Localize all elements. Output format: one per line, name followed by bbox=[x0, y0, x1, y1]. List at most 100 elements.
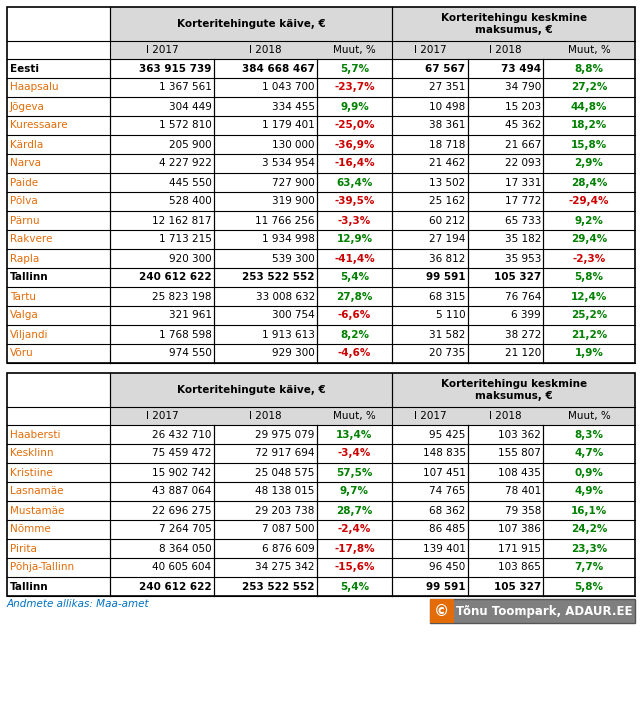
Text: 539 300: 539 300 bbox=[272, 254, 315, 263]
Text: 10 498: 10 498 bbox=[429, 101, 465, 111]
Bar bbox=[110, 7, 392, 41]
Text: -4,6%: -4,6% bbox=[338, 348, 371, 359]
Text: 528 400: 528 400 bbox=[169, 197, 212, 207]
Text: Põlva: Põlva bbox=[10, 197, 38, 207]
Text: Rakvere: Rakvere bbox=[10, 234, 53, 244]
Bar bbox=[110, 407, 392, 425]
Text: 3 534 954: 3 534 954 bbox=[262, 158, 315, 168]
Text: Pärnu: Pärnu bbox=[10, 215, 40, 226]
Text: 727 900: 727 900 bbox=[272, 178, 315, 187]
Text: 1 913 613: 1 913 613 bbox=[262, 330, 315, 340]
Text: 74 765: 74 765 bbox=[429, 487, 465, 497]
Bar bbox=[392, 407, 635, 425]
Text: 18 718: 18 718 bbox=[429, 140, 465, 150]
Text: Pirita: Pirita bbox=[10, 544, 37, 554]
Text: 99 591: 99 591 bbox=[426, 581, 465, 591]
Text: -15,6%: -15,6% bbox=[334, 562, 375, 573]
Text: 300 754: 300 754 bbox=[272, 310, 315, 320]
Text: Eesti: Eesti bbox=[10, 64, 39, 74]
Bar bbox=[7, 373, 635, 596]
Text: Muut, %: Muut, % bbox=[568, 45, 611, 55]
Text: 1 934 998: 1 934 998 bbox=[262, 234, 315, 244]
Text: Korteritehingu keskmine
maksumus, €: Korteritehingu keskmine maksumus, € bbox=[440, 13, 587, 35]
Text: 384 668 467: 384 668 467 bbox=[242, 64, 315, 74]
Text: 34 275 342: 34 275 342 bbox=[256, 562, 315, 573]
Text: 304 449: 304 449 bbox=[169, 101, 212, 111]
Text: 240 612 622: 240 612 622 bbox=[139, 581, 212, 591]
Text: 920 300: 920 300 bbox=[169, 254, 212, 263]
Text: 1 179 401: 1 179 401 bbox=[262, 121, 315, 130]
Text: 35 182: 35 182 bbox=[505, 234, 541, 244]
Text: 5,7%: 5,7% bbox=[340, 64, 369, 74]
Text: 86 485: 86 485 bbox=[429, 524, 465, 534]
Bar bbox=[110, 373, 392, 407]
Text: 7,7%: 7,7% bbox=[575, 562, 603, 573]
Text: 16,1%: 16,1% bbox=[571, 505, 607, 515]
Text: 29,4%: 29,4% bbox=[571, 234, 607, 244]
Text: -2,3%: -2,3% bbox=[572, 254, 605, 263]
Text: Muut, %: Muut, % bbox=[333, 411, 376, 421]
Text: 20 735: 20 735 bbox=[429, 348, 465, 359]
Bar bbox=[392, 373, 635, 407]
Text: 5 110: 5 110 bbox=[436, 310, 465, 320]
Text: 130 000: 130 000 bbox=[272, 140, 315, 150]
Text: 21 462: 21 462 bbox=[429, 158, 465, 168]
Text: 15 902 742: 15 902 742 bbox=[152, 468, 212, 477]
Text: -2,4%: -2,4% bbox=[338, 524, 371, 534]
Text: I 2017: I 2017 bbox=[413, 45, 446, 55]
Text: 107 386: 107 386 bbox=[498, 524, 541, 534]
Text: 105 327: 105 327 bbox=[494, 581, 541, 591]
Text: 8,3%: 8,3% bbox=[575, 429, 603, 440]
Text: 25 048 575: 25 048 575 bbox=[256, 468, 315, 477]
Text: 12 162 817: 12 162 817 bbox=[152, 215, 212, 226]
Text: 1 572 810: 1 572 810 bbox=[159, 121, 212, 130]
Text: ©: © bbox=[435, 604, 449, 618]
Text: 12,9%: 12,9% bbox=[336, 234, 372, 244]
Text: I 2017: I 2017 bbox=[146, 411, 178, 421]
Text: 25 162: 25 162 bbox=[429, 197, 465, 207]
Text: 103 362: 103 362 bbox=[498, 429, 541, 440]
Text: 6 399: 6 399 bbox=[511, 310, 541, 320]
Text: I 2017: I 2017 bbox=[146, 45, 178, 55]
Text: Tartu: Tartu bbox=[10, 291, 36, 301]
Text: 26 432 710: 26 432 710 bbox=[152, 429, 212, 440]
Text: 148 835: 148 835 bbox=[422, 448, 465, 458]
Text: 38 361: 38 361 bbox=[429, 121, 465, 130]
Text: Kristiine: Kristiine bbox=[10, 468, 53, 477]
Text: -16,4%: -16,4% bbox=[334, 158, 375, 168]
Text: Mustamäe: Mustamäe bbox=[10, 505, 64, 515]
Text: 929 300: 929 300 bbox=[272, 348, 315, 359]
Text: Kesklinn: Kesklinn bbox=[10, 448, 53, 458]
Text: 63,4%: 63,4% bbox=[336, 178, 372, 187]
Text: 17 772: 17 772 bbox=[505, 197, 541, 207]
Text: 445 550: 445 550 bbox=[169, 178, 212, 187]
Text: I 2018: I 2018 bbox=[249, 411, 281, 421]
Text: 0,9%: 0,9% bbox=[575, 468, 603, 477]
Text: 363 915 739: 363 915 739 bbox=[139, 64, 212, 74]
Bar bbox=[7, 7, 635, 363]
Text: Jõgeva: Jõgeva bbox=[10, 101, 45, 111]
Text: Haabersti: Haabersti bbox=[10, 429, 60, 440]
Text: 21,2%: 21,2% bbox=[571, 330, 607, 340]
Text: 21 667: 21 667 bbox=[505, 140, 541, 150]
Text: 7 087 500: 7 087 500 bbox=[263, 524, 315, 534]
Text: Viljandi: Viljandi bbox=[10, 330, 49, 340]
Text: 9,2%: 9,2% bbox=[575, 215, 603, 226]
Text: 13,4%: 13,4% bbox=[336, 429, 372, 440]
Text: Muut, %: Muut, % bbox=[568, 411, 611, 421]
Text: 21 120: 21 120 bbox=[505, 348, 541, 359]
Text: 8,2%: 8,2% bbox=[340, 330, 369, 340]
Text: 95 425: 95 425 bbox=[429, 429, 465, 440]
Text: 67 567: 67 567 bbox=[426, 64, 465, 74]
Text: Tallinn: Tallinn bbox=[10, 273, 49, 283]
Text: -29,4%: -29,4% bbox=[569, 197, 609, 207]
Text: 27,8%: 27,8% bbox=[336, 291, 372, 301]
Text: Haapsalu: Haapsalu bbox=[10, 82, 58, 93]
Text: Korteritehingute käive, €: Korteritehingute käive, € bbox=[177, 19, 325, 29]
Bar bbox=[392, 7, 635, 41]
Text: 11 766 256: 11 766 256 bbox=[256, 215, 315, 226]
Text: Korteritehingu keskmine
maksumus, €: Korteritehingu keskmine maksumus, € bbox=[440, 379, 587, 401]
Text: 36 812: 36 812 bbox=[429, 254, 465, 263]
Text: 29 203 738: 29 203 738 bbox=[256, 505, 315, 515]
Text: 57,5%: 57,5% bbox=[336, 468, 372, 477]
